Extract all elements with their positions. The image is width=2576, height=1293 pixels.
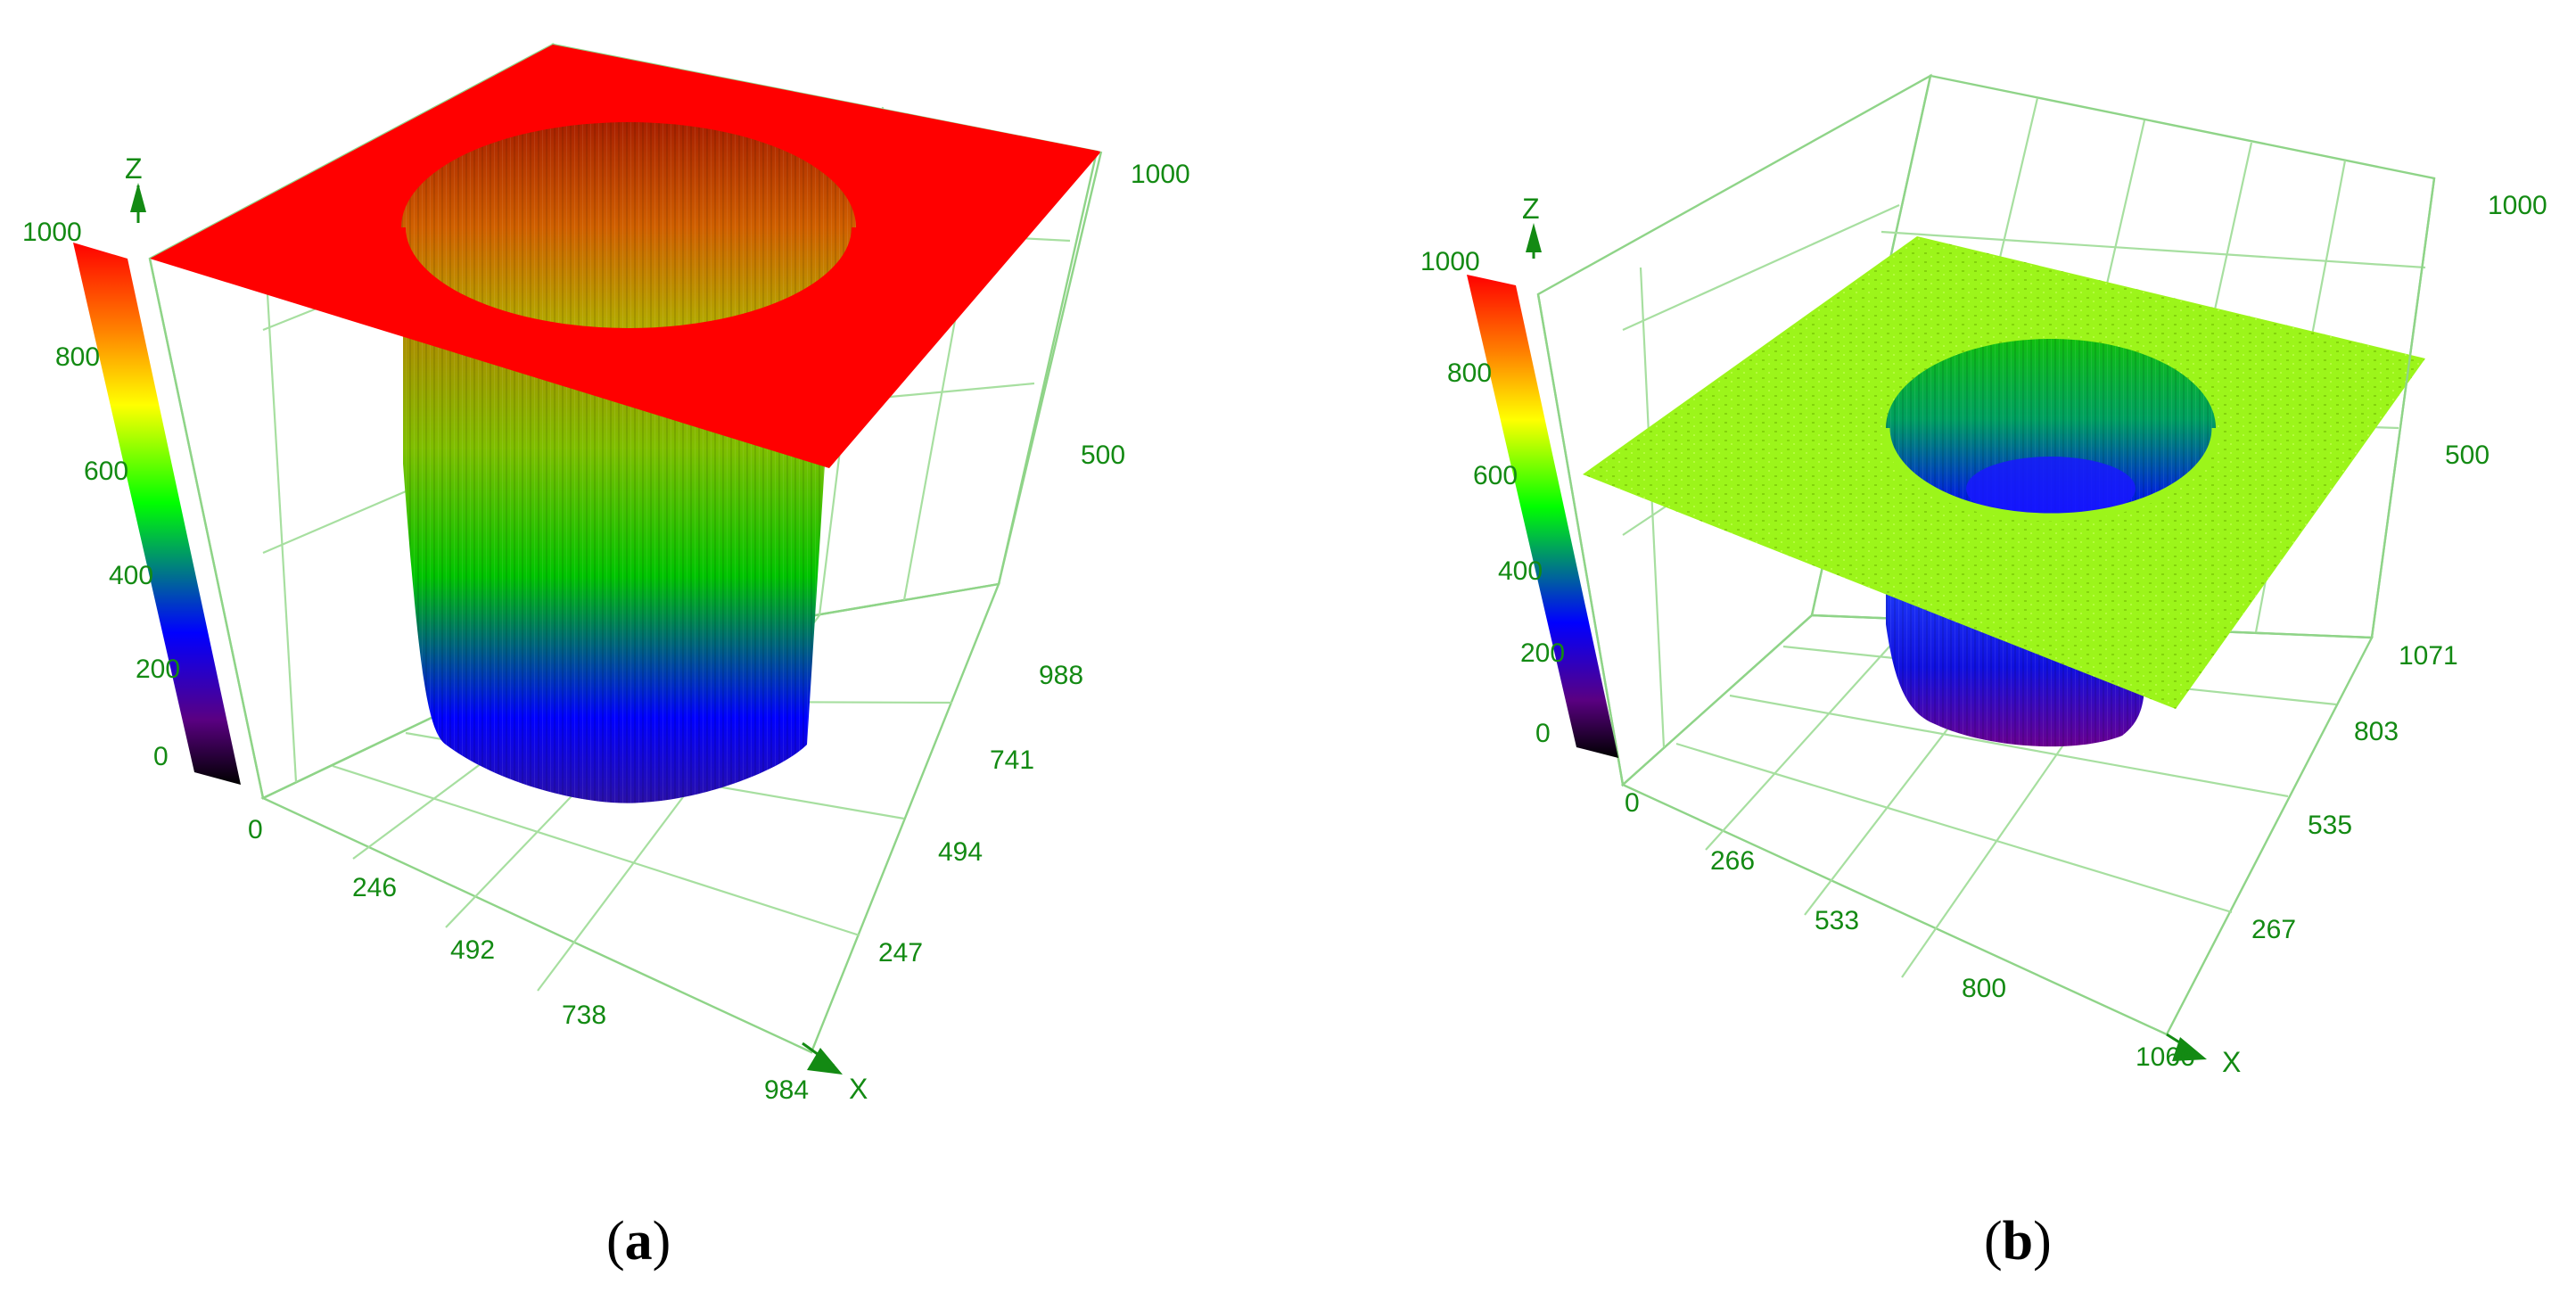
panel-b-x-axis-arrow: X: [2166, 1033, 2241, 1078]
panel-b-y-tick-1071: 1071: [2399, 641, 2458, 671]
panel-b-x-tick-533: 533: [1815, 906, 1859, 935]
panel-a-cbar-tick-200: 200: [136, 655, 180, 684]
panel-a-z-ticks: 500 1000: [1081, 160, 1190, 470]
panel-a-cbar-tick-600: 600: [84, 457, 128, 486]
panel-a-x-axis-arrow: X: [802, 1042, 868, 1105]
panel-a-x-ticks: 0 246 492 738 984: [248, 815, 809, 1105]
panel-a-x-tick-492: 492: [450, 935, 495, 965]
panel-b-caption: (b): [1984, 1211, 2052, 1272]
panel-a-z-tick-1000: 1000: [1131, 160, 1190, 189]
panel-a-caption: (a): [606, 1211, 671, 1272]
panel-b-cbar-tick-600: 600: [1473, 461, 1518, 490]
panel-a-y-tick-741: 741: [990, 745, 1034, 775]
panel-b-colorbar: [1467, 275, 1618, 758]
panel-b-hole-texture: [1886, 339, 2216, 517]
panel-a-x-tick-0: 0: [248, 815, 263, 844]
panel-b: Z X 1000 800 600 400 200 0 0 266 533 800…: [1420, 73, 2547, 1272]
panel-a-cbar-tick-800: 800: [55, 342, 100, 372]
panel-b-cbar-tick-1000: 1000: [1420, 247, 1480, 276]
panel-b-cbar-tick-400: 400: [1498, 556, 1543, 586]
panel-b-z-tick-1000: 1000: [2488, 191, 2547, 220]
panel-a-y-ticks: 247 494 741 988: [878, 661, 1083, 968]
panel-a-y-tick-247: 247: [878, 938, 923, 968]
panel-b-cbar-tick-800: 800: [1447, 358, 1492, 388]
panel-a-hole-texture: [401, 122, 856, 333]
panel-a-x-label: X: [849, 1073, 868, 1105]
panel-b-y-tick-535: 535: [2308, 811, 2352, 840]
panel-b-cbar-tick-200: 200: [1520, 638, 1565, 668]
panel-a-z-tick-500: 500: [1081, 441, 1125, 470]
panel-b-hole-bottom: [1966, 457, 2136, 521]
panel-a-colorbar: [73, 243, 241, 785]
panel-a: Z X 1000 800 600 400 200 0 0 246 492 738…: [22, 43, 1190, 1272]
panel-b-z-axis: Z: [1522, 193, 1542, 259]
panel-b-x-ticks: 0 266 533 800 1066: [1625, 788, 2195, 1072]
panel-b-y-ticks: 267 535 803 1071: [2251, 641, 2458, 944]
panel-b-x-tick-266: 266: [1710, 846, 1755, 876]
panel-a-cbar-tick-0: 0: [153, 742, 169, 771]
panel-a-colorbar-ticks: 1000 800 600 400 200 0: [22, 218, 180, 771]
panel-b-x-tick-800: 800: [1962, 974, 2006, 1003]
panel-a-z-label: Z: [125, 152, 143, 185]
panel-a-y-tick-494: 494: [938, 837, 983, 867]
panel-b-y-tick-267: 267: [2251, 915, 2296, 944]
panel-a-y-tick-988: 988: [1039, 661, 1083, 690]
panel-a-x-tick-984: 984: [764, 1075, 809, 1105]
panel-a-x-tick-738: 738: [562, 1001, 606, 1030]
panel-b-x-tick-1066: 1066: [2136, 1042, 2195, 1072]
panel-b-x-label: X: [2222, 1046, 2241, 1078]
panel-b-y-tick-803: 803: [2354, 717, 2399, 746]
panel-b-cbar-tick-0: 0: [1535, 719, 1551, 748]
panel-b-hole-rim: [1881, 427, 2220, 522]
panel-b-z-label: Z: [1522, 193, 1540, 225]
panel-b-colorbar-ticks: 1000 800 600 400 200 0: [1420, 247, 1565, 748]
panel-a-pit-texture: [403, 330, 838, 803]
panel-a-z-axis: Z: [125, 152, 146, 223]
panel-a-cbar-tick-400: 400: [109, 561, 153, 590]
panel-b-z-ticks: 500 1000: [2445, 191, 2547, 470]
panel-a-hole-rim: [397, 226, 860, 337]
panel-a-cbar-tick-1000: 1000: [22, 218, 82, 247]
panel-b-x-tick-0: 0: [1625, 788, 1640, 818]
panel-b-z-tick-500: 500: [2445, 441, 2490, 470]
panel-a-x-tick-246: 246: [352, 873, 397, 902]
